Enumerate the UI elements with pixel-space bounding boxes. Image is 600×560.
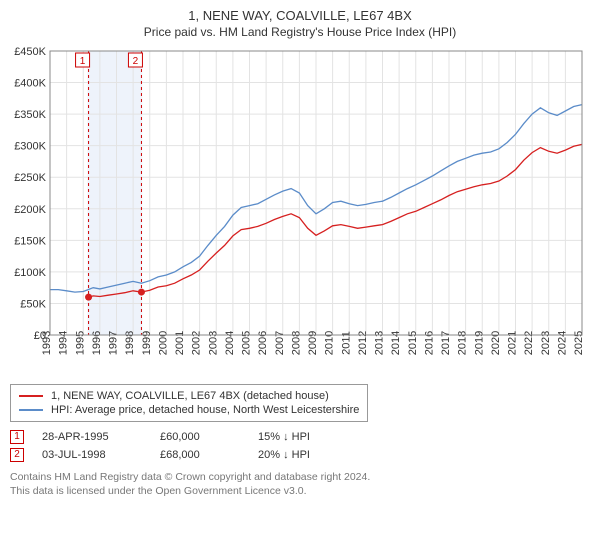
row-date: 28-APR-1995 (42, 431, 142, 443)
svg-text:2005: 2005 (241, 331, 253, 355)
legend-item-paid: 1, NENE WAY, COALVILLE, LE67 4BX (detach… (19, 389, 359, 403)
legend-swatch (19, 395, 43, 397)
svg-text:2009: 2009 (307, 331, 319, 355)
svg-text:£150K: £150K (14, 235, 46, 247)
svg-text:2000: 2000 (157, 331, 169, 355)
svg-text:2003: 2003 (207, 331, 219, 355)
svg-text:1: 1 (80, 56, 86, 67)
svg-text:2007: 2007 (274, 331, 286, 355)
svg-text:1997: 1997 (108, 331, 120, 355)
svg-text:2023: 2023 (540, 331, 552, 355)
svg-text:£100K: £100K (14, 267, 46, 279)
row-price: £68,000 (160, 449, 240, 461)
transactions-table: 1 28-APR-1995 £60,000 15% ↓ HPI 2 03-JUL… (10, 428, 590, 464)
svg-text:£200K: £200K (14, 204, 46, 216)
table-row: 1 28-APR-1995 £60,000 15% ↓ HPI (10, 428, 590, 446)
svg-text:2017: 2017 (440, 331, 452, 355)
svg-text:2006: 2006 (257, 331, 269, 355)
footer-line1: Contains HM Land Registry data © Crown c… (10, 470, 590, 484)
svg-text:2004: 2004 (224, 331, 236, 355)
svg-text:£250K: £250K (14, 172, 46, 184)
svg-text:2013: 2013 (374, 331, 386, 355)
footer-line2: This data is licensed under the Open Gov… (10, 484, 590, 498)
title-line1: 1, NENE WAY, COALVILLE, LE67 4BX (10, 8, 590, 23)
svg-text:1999: 1999 (141, 331, 153, 355)
row-date: 03-JUL-1998 (42, 449, 142, 461)
legend-label: HPI: Average price, detached house, Nort… (51, 404, 359, 416)
svg-text:£300K: £300K (14, 141, 46, 153)
chart-svg: £0£50K£100K£150K£200K£250K£300K£350K£400… (10, 45, 590, 375)
row-marker: 2 (10, 448, 24, 462)
row-price: £60,000 (160, 431, 240, 443)
svg-text:1996: 1996 (91, 331, 103, 355)
svg-text:2001: 2001 (174, 331, 186, 355)
svg-text:2002: 2002 (191, 331, 203, 355)
svg-text:2010: 2010 (324, 331, 336, 355)
svg-text:2025: 2025 (573, 331, 585, 355)
svg-text:2024: 2024 (556, 331, 568, 355)
svg-text:1993: 1993 (41, 331, 53, 355)
svg-text:£50K: £50K (20, 298, 46, 310)
svg-text:2012: 2012 (357, 331, 369, 355)
svg-text:1995: 1995 (74, 331, 86, 355)
table-row: 2 03-JUL-1998 £68,000 20% ↓ HPI (10, 446, 590, 464)
svg-text:2016: 2016 (423, 331, 435, 355)
svg-text:2019: 2019 (473, 331, 485, 355)
svg-text:2008: 2008 (290, 331, 302, 355)
svg-text:2021: 2021 (507, 331, 519, 355)
svg-text:2015: 2015 (407, 331, 419, 355)
svg-text:£450K: £450K (14, 46, 46, 58)
chart-area: £0£50K£100K£150K£200K£250K£300K£350K£400… (10, 45, 590, 378)
footer-note: Contains HM Land Registry data © Crown c… (10, 470, 590, 498)
row-marker: 1 (10, 430, 24, 444)
svg-text:2018: 2018 (457, 331, 469, 355)
svg-text:2022: 2022 (523, 331, 535, 355)
legend-label: 1, NENE WAY, COALVILLE, LE67 4BX (detach… (51, 390, 329, 402)
svg-text:2020: 2020 (490, 331, 502, 355)
chart-title-block: 1, NENE WAY, COALVILLE, LE67 4BX Price p… (10, 8, 590, 39)
svg-text:2014: 2014 (390, 331, 402, 355)
legend-box: 1, NENE WAY, COALVILLE, LE67 4BX (detach… (10, 384, 368, 422)
legend-item-hpi: HPI: Average price, detached house, Nort… (19, 403, 359, 417)
svg-text:£400K: £400K (14, 78, 46, 90)
legend-swatch (19, 409, 43, 411)
title-line2: Price paid vs. HM Land Registry's House … (10, 25, 590, 39)
row-delta: 15% ↓ HPI (258, 431, 310, 443)
svg-text:2: 2 (133, 56, 139, 67)
svg-text:1994: 1994 (58, 331, 70, 355)
svg-text:£350K: £350K (14, 109, 46, 121)
row-delta: 20% ↓ HPI (258, 449, 310, 461)
svg-text:1998: 1998 (124, 331, 136, 355)
